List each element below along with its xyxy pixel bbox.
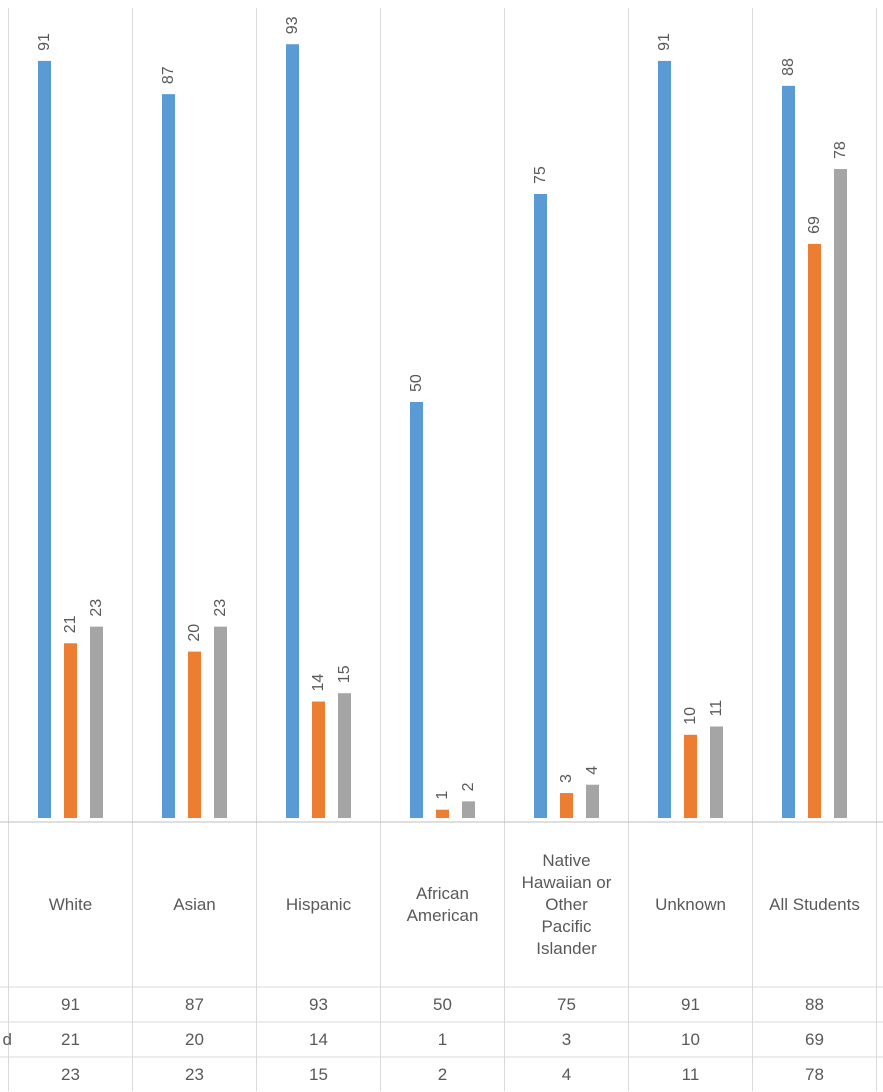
category-label: All Students <box>769 894 860 914</box>
bar <box>338 693 351 818</box>
table-row: d 21 20 14 1 3 10 69 <box>0 1022 883 1057</box>
table-cell: 78 <box>805 1065 824 1084</box>
data-label: 11 <box>708 700 725 717</box>
table-cell: 1 <box>437 1030 448 1049</box>
bar <box>312 701 325 818</box>
data-label: 3 <box>558 774 575 783</box>
data-label: 23 <box>212 599 229 617</box>
bar <box>710 726 723 818</box>
data-label: 87 <box>160 66 177 84</box>
table-cell: 69 <box>805 1030 824 1049</box>
table-cell: 11 <box>681 1065 700 1084</box>
data-label: 4 <box>584 766 601 775</box>
data-label: 1 <box>434 791 451 800</box>
bar <box>782 85 795 819</box>
table-cell: 3 <box>561 1030 572 1049</box>
table-cell: 14 <box>309 1030 328 1049</box>
table-cell: 75 <box>557 995 576 1014</box>
data-label: 50 <box>408 374 425 392</box>
bar <box>560 793 573 818</box>
bar <box>684 734 697 818</box>
data-label: 78 <box>832 141 849 159</box>
category-label: Asian <box>173 894 216 914</box>
bar <box>410 402 423 818</box>
bar <box>534 194 547 818</box>
table-cell: 50 <box>433 995 452 1014</box>
table-row: 23 23 15 2 4 11 78 <box>0 1057 883 1092</box>
bar <box>286 44 299 819</box>
bar <box>658 60 671 818</box>
data-label: 21 <box>62 615 79 633</box>
bar <box>162 94 175 818</box>
table-cell: 87 <box>185 995 204 1014</box>
data-label: 75 <box>532 166 549 184</box>
category-label: African American <box>406 883 479 925</box>
bar <box>436 809 449 818</box>
data-label: 15 <box>336 665 353 683</box>
table-cell: 91 <box>61 995 80 1014</box>
data-label: 88 <box>780 58 797 76</box>
table-row-label: d <box>2 1030 12 1049</box>
data-label: 14 <box>310 674 327 692</box>
category-label: White <box>48 894 93 914</box>
category-label: Unknown <box>655 894 726 914</box>
bar <box>462 801 475 818</box>
bar <box>188 651 201 818</box>
table-cell: 10 <box>681 1030 700 1049</box>
data-label: 10 <box>682 707 699 725</box>
table-cell: 88 <box>805 995 824 1014</box>
data-label: 23 <box>88 599 105 617</box>
data-label: 69 <box>806 216 823 234</box>
bar <box>38 60 51 818</box>
data-label: 91 <box>656 33 673 51</box>
bar <box>90 626 103 818</box>
data-label: 93 <box>284 16 301 34</box>
category-label: Native Hawaiian or Other Pacific Islander <box>521 850 612 958</box>
data-label: 91 <box>36 33 53 51</box>
table-cell: 2 <box>437 1065 448 1084</box>
table-cell: 23 <box>61 1065 80 1084</box>
bar <box>834 169 847 819</box>
category-label: Hispanic <box>285 894 352 914</box>
table-cell: 21 <box>61 1030 80 1049</box>
bar <box>808 243 821 819</box>
data-label: 20 <box>186 624 203 642</box>
table-cell: 93 <box>309 995 328 1014</box>
data-label: 2 <box>460 782 477 791</box>
bar <box>214 626 227 818</box>
table-cell: 20 <box>185 1030 204 1049</box>
table-row: 91 87 93 50 75 91 88 <box>0 987 883 1022</box>
table-cell: 23 <box>185 1065 204 1084</box>
table-cell: 91 <box>681 995 700 1014</box>
table-cell: 15 <box>309 1065 328 1084</box>
bar <box>586 784 599 818</box>
bar <box>64 643 77 818</box>
table-cell: 4 <box>561 1065 572 1084</box>
